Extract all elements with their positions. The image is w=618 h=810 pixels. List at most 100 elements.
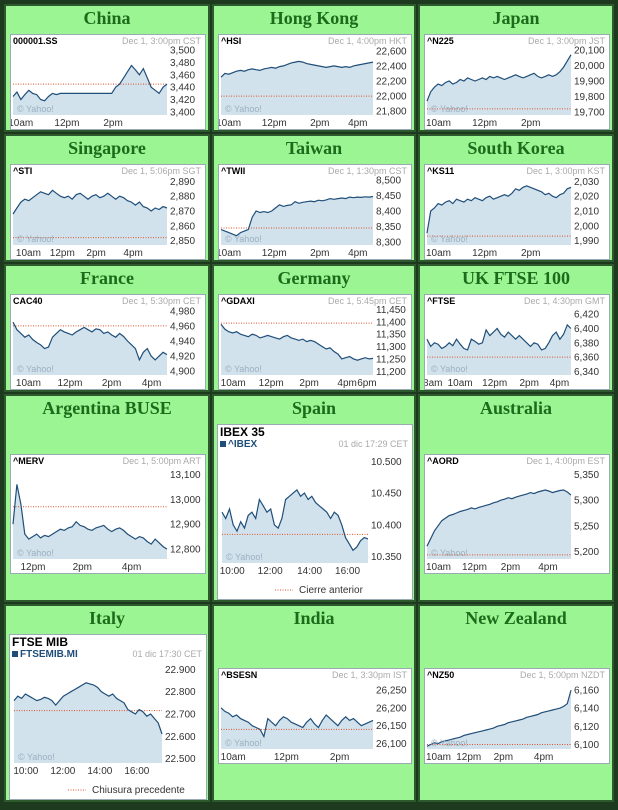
x-tick-label: 10am [426,248,451,259]
market-panel: Italy FTSE MIB FTSEMIB.MI 01 dic 17:30 CET ©… [4,604,210,802]
y-tick-label: 22,400 [376,61,407,72]
market-title: India [293,608,335,628]
y-tick-label: 3,500 [170,46,195,57]
price-line [220,60,374,78]
chart-frame: ^NZ50 Dec 1, 5:00pm NZDT © Yahoo! 6,160 6,14… [424,668,610,764]
chart-frame: FTSE MIB FTSEMIB.MI 01 dic 17:30 CET © Yaho… [9,634,207,800]
chart-timestamp: Dec 1, 3:00pm JST [528,36,606,46]
chart-timestamp: Dec 1, 1:30pm CST [328,166,408,176]
chart-svg: ^AORD Dec 1, 4:00pm EST © Yahoo! 5,350 5,300… [426,456,605,573]
price-area [427,185,571,245]
y-tick-label: 8,500 [376,176,401,187]
market-panel: France CAC40 Dec 1, 5:30pm CET © Yahoo! 4,98… [4,264,210,392]
chart-svg: ^MERV Dec 1, 5:00pm ART © Yahoo! 13,100 13,0… [12,456,202,573]
market-panel: Spain IBEX 35 ^IBEX 01 dic 17:29 CET © Yahoo… [212,394,416,602]
y-tick-label: 3,440 [170,83,195,94]
x-tick-label: 12pm [274,752,299,763]
y-tick-label: 2,010 [574,207,599,218]
x-tick-label: 12pm [259,378,284,389]
x-tick-label: 2pm [521,248,540,259]
yahoo-watermark: © Yahoo! [431,234,468,244]
price-area [13,65,167,115]
y-tick-label: 6,400 [574,324,599,335]
y-tick-label: 26,100 [376,739,407,750]
market-panel: Hong Kong ^HSI Dec 1, 4:00pm HKT © Yahoo! 22… [212,4,416,132]
chart-symbol: ^STI [13,166,32,176]
market-title: Taiwan [285,138,343,158]
market-panel: Australia ^AORD Dec 1, 4:00pm EST © Yahoo! 5… [418,394,614,602]
x-tick-label: 4pm [123,248,142,259]
price-line [12,321,168,362]
price-line [12,64,168,102]
chart-symbol: ^KS11 [427,166,454,176]
chart-symbol: ^NZ50 [427,670,454,680]
y-tick-label: 6,100 [574,740,599,751]
chart-timestamp: Dec 1, 4:00pm HKT [328,36,408,46]
y-tick-label: 21,800 [376,107,407,118]
yahoo-watermark: © Yahoo! [225,104,262,114]
legend-label: Chiusura precedente [92,785,185,796]
x-tick-label: 2pm [330,752,349,763]
yahoo-watermark: © Yahoo! [17,104,54,114]
x-tick-label: 4pm [534,752,553,763]
price-area [221,707,373,749]
chart-frame: ^KS11 Dec 1, 3:00pm KST © Yahoo! 2,030 2,020… [424,164,610,260]
y-tick-label: 5,350 [574,470,599,481]
chart-symbol: ^IBEX [228,439,258,450]
price-area [222,489,368,563]
x-tick-label: 10:00 [220,566,245,577]
price-area [427,54,571,115]
x-tick-label: 12pm [472,118,497,129]
x-tick-label: 4pm [348,248,367,259]
chart-frame: ^MERV Dec 1, 5:00pm ART © Yahoo! 13,100 13,0… [10,454,206,574]
x-tick-label: 12pm [21,562,46,573]
market-title: Spain [291,398,337,418]
y-tick-label: 8,400 [376,207,401,218]
y-tick-label: 6,340 [574,367,599,378]
chart-frame: ^BSESN Dec 1, 3:30pm IST © Yahoo! 26,250 26,… [218,668,412,764]
series-swatch [220,441,226,447]
x-tick-label: 4pm [550,378,569,389]
x-tick-label: 12pm [57,378,82,389]
chart-timestamp: Dec 1, 3:00pm CST [122,36,202,46]
chart-timestamp: Dec 1, 5:00pm ART [123,456,202,466]
y-tick-label: 8,350 [376,222,401,233]
y-tick-label: 19,700 [574,107,605,118]
x-tick-label: 2pm [520,378,539,389]
x-tick-label: 12:00 [258,566,283,577]
chart-symbol: ^TWII [221,166,245,176]
y-tick-label: 11,450 [376,305,406,316]
market-panel: India ^BSESN Dec 1, 3:30pm IST © Yahoo! 26,2… [212,604,416,802]
y-tick-label: 5,250 [574,521,599,532]
y-tick-label: 22,600 [376,46,407,57]
x-tick-label: 4pm [538,562,557,573]
chart-symbol: CAC40 [13,296,43,306]
price-area [13,484,167,559]
yahoo-watermark: © Yahoo! [18,752,55,762]
chart-symbol: ^MERV [13,456,44,466]
x-tick-label: 10am [219,118,241,129]
x-tick-label: 12:00 [50,766,75,777]
chart-symbol: ^HSI [221,36,241,46]
price-area [427,690,571,749]
x-tick-label: 12pm [50,248,75,259]
chart-symbol: FTSEMIB.MI [20,649,78,660]
chart-timestamp: Dec 1, 3:30pm IST [332,670,408,680]
market-title: UK FTSE 100 [461,268,571,288]
y-tick-label: 1,990 [574,236,599,247]
price-area [221,61,373,115]
chart-timestamp: Dec 1, 5:06pm SGT [121,166,201,176]
x-tick-label: 4pm [348,118,367,129]
chart-frame: ^FTSE Dec 1, 4:30pm GMT © Yahoo! 6,420 6,400… [424,294,610,390]
y-tick-label: 11,300 [376,342,406,353]
chart-svg: ^GDAXI Dec 1, 5:45pm CET© Yahoo!11,45011,… [220,296,408,389]
x-tick-label: 10am [16,248,41,259]
series-swatch [12,651,18,657]
x-tick-label: 4pm [337,378,356,389]
market-panel: Taiwan ^TWII Dec 1, 1:30pm CST © Yahoo! 8,50… [212,134,416,262]
market-panel: Germany ^GDAXI Dec 1, 5:45pm CET © Yahoo! 11… [212,264,416,392]
price-area [13,322,167,375]
chart-frame: ^HSI Dec 1, 4:00pm HKT © Yahoo! 22,600 22,40… [218,34,412,130]
x-tick-label: 10:00 [13,766,38,777]
